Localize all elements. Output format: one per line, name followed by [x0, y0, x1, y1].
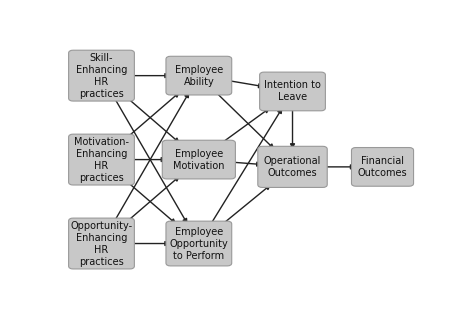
FancyBboxPatch shape: [162, 140, 236, 179]
FancyBboxPatch shape: [69, 134, 134, 185]
Text: Employee
Opportunity
to Perform: Employee Opportunity to Perform: [170, 227, 228, 260]
Text: Employee
Ability: Employee Ability: [175, 65, 223, 87]
FancyBboxPatch shape: [258, 146, 327, 187]
FancyBboxPatch shape: [166, 56, 232, 95]
Text: Opportunity-
Enhancing
HR
practices: Opportunity- Enhancing HR practices: [71, 221, 133, 266]
Text: Skill-
Enhancing
HR
practices: Skill- Enhancing HR practices: [76, 53, 127, 99]
FancyBboxPatch shape: [260, 72, 325, 111]
FancyBboxPatch shape: [69, 218, 134, 269]
Text: Financial
Outcomes: Financial Outcomes: [358, 156, 407, 178]
Text: Employee
Motivation: Employee Motivation: [173, 149, 225, 171]
Text: Intention to
Leave: Intention to Leave: [264, 81, 321, 102]
Text: Operational
Outcomes: Operational Outcomes: [264, 156, 321, 178]
Text: Motivation-
Enhancing
HR
practices: Motivation- Enhancing HR practices: [74, 137, 129, 183]
FancyBboxPatch shape: [352, 148, 413, 186]
FancyBboxPatch shape: [166, 221, 232, 266]
FancyBboxPatch shape: [69, 50, 134, 101]
